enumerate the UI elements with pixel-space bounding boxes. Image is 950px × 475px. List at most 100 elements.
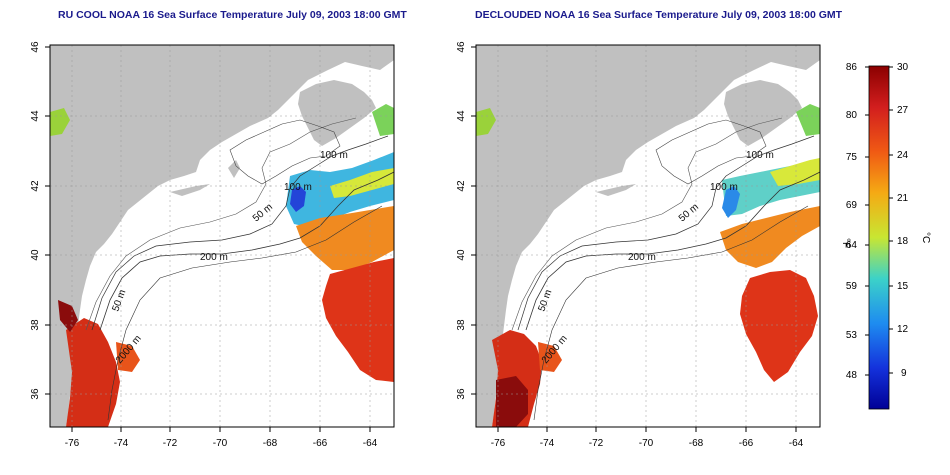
contour-label-100m-upper: 100 m (320, 150, 348, 161)
right-map-title: DECLOUDED NOAA 16 Sea Surface Temperatur… (475, 9, 843, 21)
fahrenheit-tick-label: 80 (846, 110, 858, 121)
temperature-colorbar: 86 80 75 69 64 59 53 48 30 27 24 21 18 1… (840, 62, 931, 410)
fahrenheit-tick-label: 86 (846, 62, 858, 73)
colorbar-ticks (865, 66, 893, 376)
sst-patch-hatteras-red (66, 318, 120, 427)
lon-tick-label: -74 (114, 438, 129, 449)
contour-label-50m-north: 50 m (677, 202, 701, 225)
lat-tick-label: 44 (456, 110, 467, 122)
grid-lines (476, 45, 820, 427)
contour-label-100m-upper: 100 m (746, 150, 774, 161)
isobath-100m (517, 135, 815, 331)
celsius-unit-label: °C (920, 232, 931, 243)
sst-patch-slope-orange (720, 206, 820, 268)
land-long-island (170, 184, 210, 196)
sst-patch-nc-shelf (538, 342, 562, 372)
lat-tick-label: 36 (30, 388, 41, 400)
lon-tick-label: -68 (263, 438, 278, 449)
isobath-200m (525, 171, 820, 331)
lat-tick-label: 40 (30, 249, 41, 261)
sst-patch-corner-green (476, 108, 496, 136)
isobath-2000m (533, 205, 809, 421)
lon-tick-label: -76 (65, 438, 80, 449)
lon-axis: -76 -74 -72 -70 -68 -66 -64 (491, 427, 804, 449)
lon-tick-label: -66 (313, 438, 328, 449)
grid-lines (50, 45, 394, 427)
land-nova-scotia (298, 80, 376, 146)
lon-tick-label: -70 (213, 438, 228, 449)
sst-patch-shelf-yellow (770, 158, 820, 186)
fahrenheit-tick-label: 59 (846, 281, 858, 292)
colorbar-gradient (868, 65, 890, 410)
isobath-50m (511, 117, 783, 331)
map-frame (475, 44, 821, 428)
isobath-2000m (107, 205, 383, 421)
contour-label-50m-south: 50 m (536, 288, 554, 313)
lat-tick-label: 38 (456, 319, 467, 331)
sst-patch-shelf-yellow (330, 168, 394, 198)
sst-patch-maine-green (372, 104, 394, 136)
celsius-tick-label: 30 (897, 62, 909, 73)
sst-patch-slope-orange (296, 206, 394, 270)
lat-tick-label: 46 (456, 41, 467, 53)
isobath-100m (91, 135, 389, 331)
map-frame (49, 44, 395, 428)
celsius-tick-label: 9 (901, 368, 907, 379)
sst-patch-nc-shelf (116, 342, 140, 372)
sst-patch-gulfstream-red (322, 258, 394, 382)
lon-tick-label: -76 (491, 438, 506, 449)
land-long-island (596, 184, 636, 196)
celsius-tick-label: 12 (897, 324, 909, 335)
lat-tick-label: 42 (30, 180, 41, 192)
contour-label-50m-south: 50 m (110, 288, 128, 313)
contour-label-50m-north: 50 m (251, 202, 275, 225)
lat-axis: 46 44 42 40 38 36 (30, 41, 50, 400)
contour-label-200m: 200 m (200, 252, 228, 263)
contour-label-100m-lower: 100 m (284, 182, 312, 193)
left-map-title: RU COOL NOAA 16 Sea Surface Temperature … (58, 9, 407, 21)
lat-tick-label: 38 (30, 319, 41, 331)
lon-axis: -76 -74 -72 -70 -68 -66 -64 (65, 427, 378, 449)
sst-patch-gulfstream-red (740, 270, 818, 382)
sst-patch-cold-core (722, 186, 740, 218)
lon-tick-label: -64 (363, 438, 378, 449)
land-mass (476, 45, 820, 427)
lon-tick-label: -64 (789, 438, 804, 449)
land-cape-cod (228, 160, 240, 178)
fahrenheit-tick-label: 64 (846, 240, 858, 251)
sst-patch-corner-green (50, 108, 70, 136)
lon-tick-label: -74 (540, 438, 555, 449)
isobath-50m (85, 117, 357, 331)
sst-patch-hatteras-dark (58, 300, 78, 332)
lon-tick-label: -72 (589, 438, 604, 449)
isobath-200m (99, 171, 394, 331)
fahrenheit-unit-label: °F (840, 238, 851, 248)
lat-tick-label: 44 (30, 110, 41, 122)
isobath-gulf-of-maine (655, 119, 767, 185)
land-mass (50, 45, 394, 427)
celsius-tick-label: 24 (897, 150, 909, 161)
fahrenheit-tick-label: 75 (846, 152, 858, 163)
land-nova-scotia (724, 80, 802, 146)
lon-tick-label: -66 (739, 438, 754, 449)
lat-tick-label: 46 (30, 41, 41, 53)
lat-tick-label: 36 (456, 388, 467, 400)
contour-label-100m-lower: 100 m (710, 182, 738, 193)
sst-patch-hatteras-dark (496, 376, 528, 427)
celsius-tick-label: 18 (897, 236, 909, 247)
fahrenheit-tick-label: 69 (846, 200, 858, 211)
lon-tick-label: -70 (639, 438, 654, 449)
right-sst-map: 100 m 100 m 50 m 200 m 50 m 2000 m -76 -… (456, 41, 821, 449)
isobath-gulf-of-maine (229, 119, 341, 185)
fahrenheit-tick-label: 53 (846, 330, 858, 341)
sst-patch-cold-core (290, 186, 306, 212)
left-sst-map: 100 m 100 m 50 m 200 m 50 m 2000 m -76 -… (30, 41, 395, 449)
fahrenheit-tick-label: 48 (846, 370, 858, 381)
lat-tick-label: 42 (456, 180, 467, 192)
lat-axis: 46 44 42 40 38 36 (456, 41, 476, 400)
lat-tick-label: 40 (456, 249, 467, 261)
contour-label-200m: 200 m (628, 252, 656, 263)
celsius-tick-label: 21 (897, 193, 909, 204)
lon-tick-label: -68 (689, 438, 704, 449)
sst-patch-maine-green (796, 104, 820, 136)
